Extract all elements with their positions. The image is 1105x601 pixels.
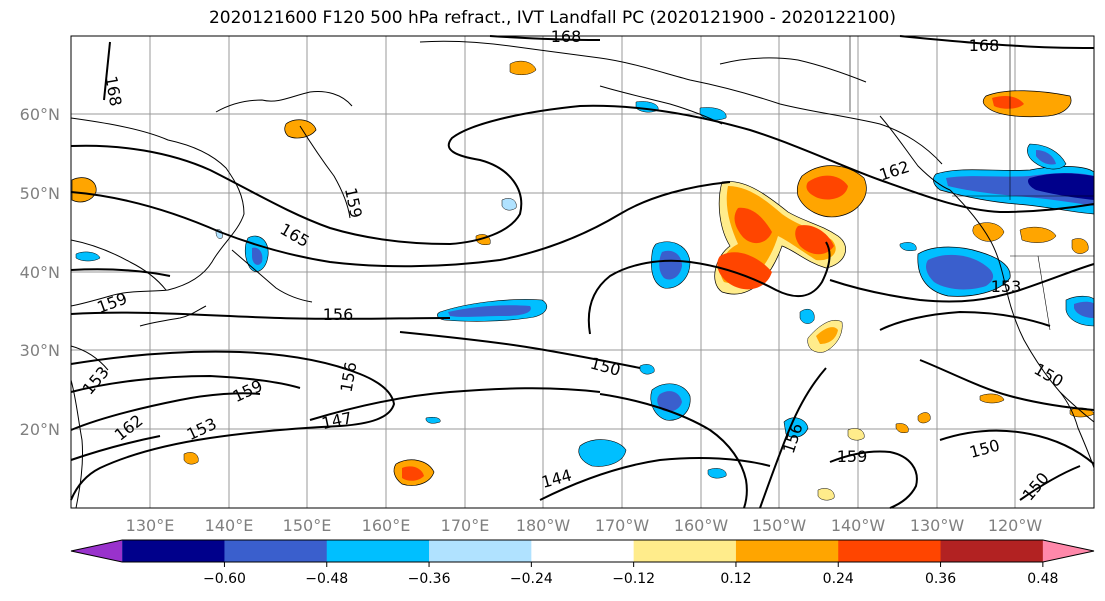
contour-label: 159	[837, 447, 868, 466]
colorbar-tick-label: −0.60	[203, 571, 246, 587]
lon-tick-label: 130°W	[910, 516, 965, 535]
colorbar-tick-label: −0.24	[510, 571, 553, 587]
positive-anomaly-patch	[284, 119, 317, 139]
lon-tick-label: 120°W	[988, 516, 1043, 535]
lon-tick-label: 130°E	[126, 516, 175, 535]
political-borders	[849, 36, 1094, 331]
colorbar-extend-low	[71, 540, 123, 562]
positive-anomaly-patch	[393, 459, 435, 486]
colorbar-tick-label: −0.48	[305, 571, 348, 587]
contour-label: 156	[323, 305, 354, 324]
negative-anomaly-patch	[917, 246, 1011, 297]
positive-anomaly-patch	[183, 60, 1095, 501]
colorbar-segment	[531, 540, 635, 562]
negative-anomaly-patch	[651, 241, 691, 289]
lat-tick-label: 20°N	[20, 420, 60, 439]
negative-anomaly-patch	[933, 166, 1095, 215]
positive-anomaly-patch	[807, 320, 843, 353]
colorbar-segment	[838, 540, 942, 562]
coastlines	[70, 40, 1095, 509]
map-frame	[70, 35, 1095, 509]
lon-tick-label: 140°E	[205, 516, 254, 535]
lat-tick-label: 60°N	[20, 105, 60, 124]
negative-anomaly-patch	[650, 383, 691, 421]
lat-tick-label: 30°N	[20, 341, 60, 360]
negative-anomaly-patch	[75, 101, 917, 479]
positive-anomaly-patch	[972, 222, 1089, 254]
map-title: 2020121600 F120 500 hPa refract., IVT La…	[208, 8, 896, 28]
lon-tick-label: 150°E	[283, 516, 332, 535]
lon-tick-label: 150°W	[752, 516, 807, 535]
colorbar-segment	[429, 540, 532, 562]
colorbar-tick-label: 0.12	[720, 571, 751, 587]
lat-tick-label: 50°N	[20, 184, 60, 203]
negative-anomaly-patch	[1027, 143, 1067, 170]
shading-layer	[71, 60, 1095, 501]
contour-label: 153	[991, 277, 1022, 296]
latitude-axis: 60°N 50°N 40°N 30°N 20°N	[20, 105, 60, 439]
colorbar: −0.60 −0.48 −0.36 −0.24 −0.12 0.12 0.24 0.36 0.4…	[70, 539, 1095, 587]
lon-tick-label: 170°W	[595, 516, 650, 535]
positive-anomaly-patch	[982, 90, 1072, 118]
colorbar-tick-label: 0.36	[925, 571, 956, 587]
positive-anomaly-patch	[714, 181, 846, 295]
colorbar-outline	[70, 539, 1095, 563]
colorbar-segment	[735, 540, 839, 562]
height-contours	[70, 35, 1095, 509]
positive-anomaly-patch	[71, 177, 97, 203]
colorbar-segment	[940, 540, 1044, 562]
colorbar-tick-label: 0.24	[823, 571, 854, 587]
colorbar-segment	[224, 540, 328, 562]
colorbar-segment	[122, 540, 225, 562]
contour-label: 168	[969, 36, 1000, 55]
colorbar-segment	[633, 540, 737, 562]
negative-anomaly-patch	[437, 299, 548, 322]
lon-tick-label: 170°E	[441, 516, 490, 535]
colorbar-tick-label: −0.36	[408, 571, 451, 587]
lon-tick-label: 180°W	[516, 516, 571, 535]
lon-tick-label: 160°E	[362, 516, 411, 535]
colorbar-tick-label: 0.48	[1027, 571, 1058, 587]
lat-tick-label: 40°N	[20, 263, 60, 282]
colorbar-tick-label: −0.12	[612, 571, 655, 587]
colorbar-extend-high	[1042, 540, 1094, 562]
positive-anomaly-patch	[796, 165, 867, 218]
lon-tick-label: 160°W	[674, 516, 729, 535]
colorbar-segment	[326, 540, 430, 562]
contour-label-group: 168 168 168 165 162 159 156 153 159 153 …	[79, 27, 1067, 504]
lon-tick-label: 140°W	[831, 516, 886, 535]
longitude-axis: 130°E 140°E 150°E 160°E 170°E 180°W 170°…	[126, 516, 1043, 535]
